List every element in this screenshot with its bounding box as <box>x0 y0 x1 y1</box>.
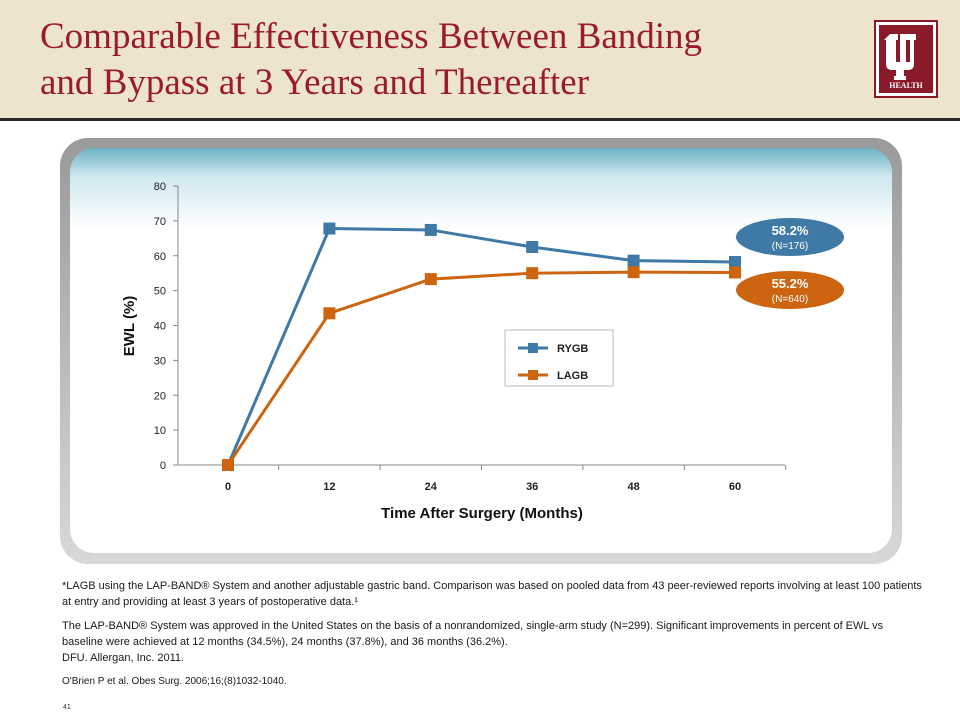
callout-n: (N=640) <box>772 294 808 305</box>
legend-marker-lagb <box>528 370 538 380</box>
footnote-1: *LAGB using the LAP-BAND® System and ano… <box>62 580 922 608</box>
y-tick-label: 30 <box>154 355 166 367</box>
footnote-2: The LAP-BAND® System was approved in the… <box>62 620 884 648</box>
legend-label-rygb: RYGB <box>557 343 588 355</box>
series-line-rygb <box>226 227 736 466</box>
header-divider <box>0 118 960 121</box>
y-tick-label: 20 <box>154 390 166 402</box>
x-tick-label: 12 <box>323 481 335 493</box>
callout-bubble <box>736 218 844 256</box>
slide-title: Comparable Effectiveness Between Banding… <box>40 14 860 106</box>
x-tick-label: 36 <box>526 481 538 493</box>
data-point-rygb <box>424 223 437 236</box>
iu-health-logo: HEALTH <box>874 20 938 98</box>
data-point-lagb <box>627 266 640 279</box>
data-point-rygb <box>323 222 336 235</box>
title-line-1: Comparable Effectiveness Between Banding <box>40 16 703 57</box>
data-point-rygb <box>729 256 741 269</box>
chart-series <box>222 222 741 471</box>
data-point-rygb <box>526 241 539 254</box>
y-tick-label: 70 <box>154 216 166 228</box>
x-tick-label: 0 <box>225 481 231 493</box>
callout-value: 55.2% <box>772 276 809 291</box>
citation: O'Brien P et al. Obes Surg. 2006;16;(8)1… <box>62 676 287 687</box>
chart-panel <box>70 148 892 553</box>
data-point-lagb <box>424 273 437 286</box>
y-tick-label: 10 <box>154 425 166 437</box>
data-point-lagb <box>222 459 234 471</box>
legend-label-lagb: LAGB <box>557 370 588 382</box>
title-line-2: and Bypass at 3 Years and Thereafter <box>40 62 590 103</box>
page-number: 41 <box>63 704 71 711</box>
legend-box <box>504 329 614 387</box>
data-point-rygb <box>627 254 640 267</box>
y-tick-label: 40 <box>154 321 166 333</box>
data-point-lagb <box>729 266 741 279</box>
callout-bubble <box>736 271 844 309</box>
data-point-lagb <box>323 307 336 320</box>
y-tick-label: 50 <box>154 286 166 298</box>
legend-marker-rygb <box>528 343 538 353</box>
series-line-lagb <box>226 270 736 466</box>
y-tick-label: 80 <box>154 181 166 193</box>
x-tick-label: 24 <box>425 481 438 493</box>
chart-axes: 0 10 20 30 40 50 60 70 80 0 12 24 36 48 60 <box>154 181 787 493</box>
y-tick-label: 0 <box>160 460 166 472</box>
y-axis-label: EWL (%) <box>121 296 138 357</box>
chart-legend: RYGB LAGB <box>504 329 614 387</box>
callout-value: 58.2% <box>772 223 809 238</box>
y-tick-label: 60 <box>154 251 166 263</box>
footnotes: *LAGB using the LAP-BAND® System and ano… <box>62 578 922 698</box>
data-point-lagb <box>526 267 539 280</box>
footnote-3: DFU. Allergan, Inc. 2011. <box>62 652 185 664</box>
x-tick-label: 60 <box>729 481 741 493</box>
x-tick-label: 48 <box>627 481 639 493</box>
slide-header: Comparable Effectiveness Between Banding… <box>0 0 960 118</box>
iu-trident-icon: HEALTH <box>879 25 933 93</box>
callout-n: (N=176) <box>772 241 808 252</box>
logo-text: HEALTH <box>889 81 923 90</box>
x-axis-label: Time After Surgery (Months) <box>381 505 583 522</box>
chart-annotations: 58.2% (N=176) 55.2% (N=640) <box>736 218 844 309</box>
